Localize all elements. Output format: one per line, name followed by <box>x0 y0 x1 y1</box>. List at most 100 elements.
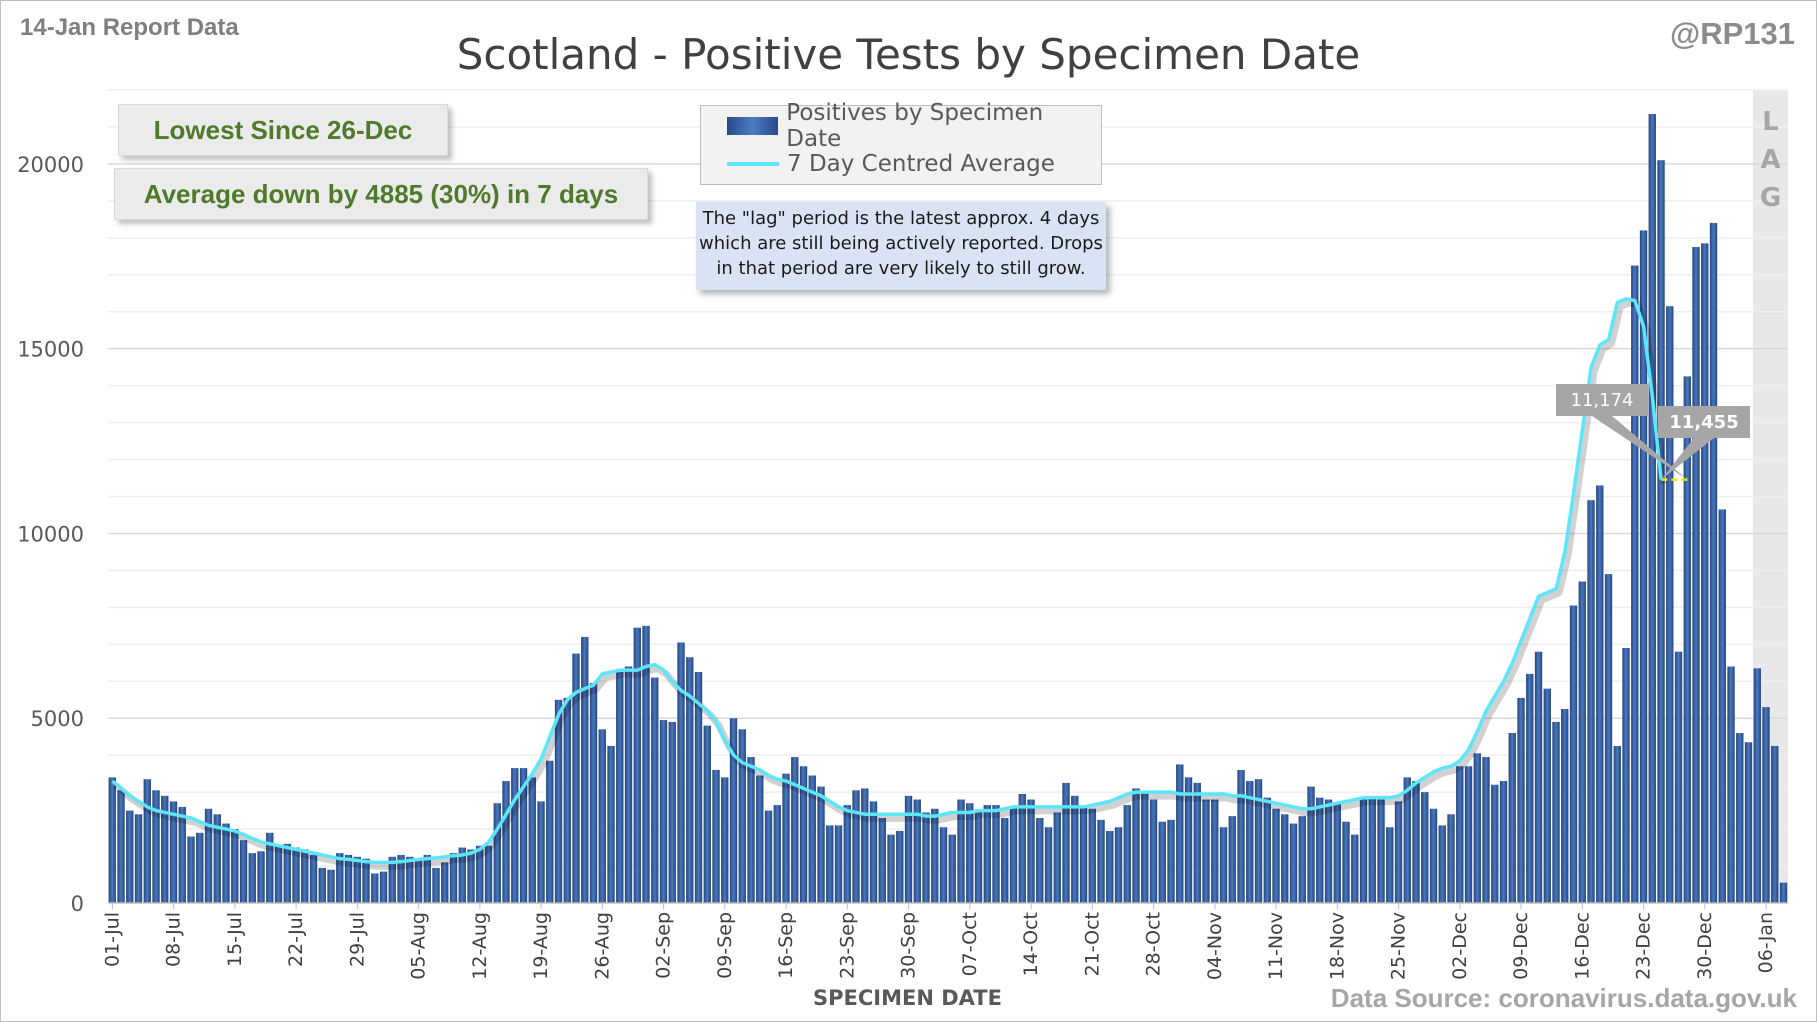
bar <box>887 834 895 903</box>
bar <box>1106 830 1114 903</box>
x-tick-label: 07-Oct <box>959 912 981 976</box>
bar <box>248 853 256 903</box>
bar <box>1289 823 1298 903</box>
bar <box>1692 247 1700 903</box>
y-tick-label: 10000 <box>17 522 84 546</box>
bar <box>1386 827 1394 903</box>
bar <box>913 799 921 903</box>
bar <box>187 836 195 903</box>
bar <box>904 795 913 903</box>
bar <box>624 666 633 903</box>
bar <box>126 810 134 903</box>
x-tick-label: 04-Nov <box>1204 912 1226 980</box>
bar <box>1447 814 1455 903</box>
note-line-3: in that period are very likely to still … <box>716 258 1086 279</box>
bar <box>257 851 265 903</box>
bar <box>878 818 886 903</box>
bar <box>1412 781 1420 903</box>
report-date-label: 14-Jan Report Data <box>20 14 239 41</box>
bar <box>677 642 685 903</box>
x-tick-label: 29-Jul <box>346 912 368 967</box>
bar <box>344 854 353 903</box>
bar <box>1176 764 1184 903</box>
bar <box>554 699 563 903</box>
bar <box>318 867 326 903</box>
x-tick-label: 16-Sep <box>775 912 797 979</box>
x-tick-label: 11-Nov <box>1265 912 1287 980</box>
bar <box>922 812 930 903</box>
bar <box>414 858 423 903</box>
bar <box>327 869 335 903</box>
bar <box>1009 806 1018 903</box>
y-tick-label: 20000 <box>17 153 84 177</box>
bar <box>563 697 571 903</box>
legend-label-positives: Positives by Specimen Date <box>786 100 1044 152</box>
bar <box>896 830 904 903</box>
bar <box>169 801 178 903</box>
bar <box>1727 666 1735 903</box>
bar <box>231 829 239 903</box>
bar <box>992 805 1000 903</box>
bar <box>1552 721 1560 903</box>
bar <box>458 847 466 903</box>
bar <box>1281 814 1289 903</box>
bar <box>808 775 816 903</box>
bar <box>379 871 388 903</box>
bar <box>1429 808 1438 903</box>
bar <box>616 672 624 903</box>
bar <box>1499 781 1508 903</box>
bar <box>432 867 440 903</box>
x-tick-label: 16-Dec <box>1571 912 1593 980</box>
annotation-latest-average-box <box>1658 406 1750 438</box>
bar <box>1508 733 1516 903</box>
y-tick-label: 5000 <box>31 707 84 731</box>
bar <box>799 766 808 903</box>
average-change-callout: Average down by 4885 (30%) in 7 days <box>114 168 648 220</box>
y-tick-label: 0 <box>71 892 84 916</box>
bar <box>537 801 545 903</box>
bar <box>1718 509 1726 903</box>
data-source: Data Source: coronavirus.data.gov.uk <box>1330 983 1797 1013</box>
bar <box>1123 805 1131 903</box>
bar <box>1683 376 1691 904</box>
author-handle: @RP131 <box>1669 16 1795 51</box>
bar <box>1342 821 1350 903</box>
y-tick-label: 15000 <box>17 338 84 362</box>
bar <box>1044 827 1053 903</box>
note-line-2: which are still being actively reported.… <box>699 233 1103 254</box>
bar <box>1359 799 1368 903</box>
bar <box>134 814 143 903</box>
x-tick-label: 14-Oct <box>1020 912 1042 976</box>
bar <box>1561 708 1569 903</box>
bar <box>1569 605 1578 903</box>
lag-letter: G <box>1760 183 1781 213</box>
bar <box>1779 882 1788 903</box>
bar <box>161 795 169 903</box>
bar <box>406 856 414 903</box>
chart-title: Scotland - Positive Tests by Specimen Da… <box>456 30 1361 79</box>
bar <box>939 827 948 903</box>
x-tick-label: 30-Sep <box>898 912 920 979</box>
bar <box>843 805 851 903</box>
bar <box>581 636 589 903</box>
bar <box>791 757 799 903</box>
x-tick-label: 08-Jul <box>163 912 185 967</box>
bar <box>1534 651 1543 903</box>
bar <box>1394 801 1403 903</box>
bar <box>659 720 668 903</box>
bar <box>869 801 878 903</box>
legend-item-positives: Positives by Specimen Date <box>727 100 1101 152</box>
x-tick-label: 15-Jul <box>224 912 246 967</box>
bar <box>957 799 965 903</box>
bar <box>502 781 510 903</box>
x-tick-label: 09-Sep <box>714 912 736 979</box>
x-tick-label: 09-Dec <box>1510 912 1532 980</box>
annotation-prior-average-pointer <box>1592 416 1688 480</box>
bar <box>1298 816 1306 903</box>
bar <box>834 825 843 903</box>
bar <box>1587 500 1595 903</box>
average-line <box>111 297 1663 865</box>
x-tick-label: 01-Jul <box>101 912 123 967</box>
bar <box>948 834 956 903</box>
